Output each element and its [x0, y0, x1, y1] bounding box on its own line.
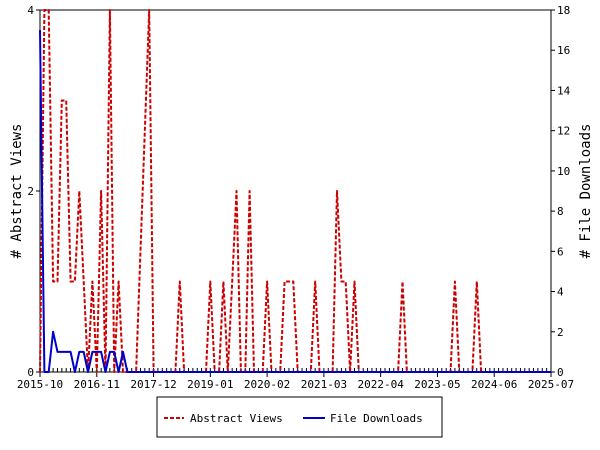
right-y-tick-label: 10 — [557, 165, 570, 178]
x-tick-label: 2023-05 — [414, 378, 460, 391]
x-tick-label: 2024-06 — [471, 378, 517, 391]
series-layer — [39, 9, 552, 373]
right-y-tick-label: 16 — [557, 44, 570, 57]
right-y-axis-title: # File Downloads — [578, 124, 594, 259]
series-line-abstract-views — [39, 9, 551, 373]
x-tick-label: 2021-03 — [301, 378, 347, 391]
right-y-tick-label: 18 — [557, 4, 570, 17]
right-y-tick-label: 14 — [557, 84, 571, 97]
x-axis: 2015-10 2016-11 2017-12 2019-01 2020-02 2021-… — [17, 368, 574, 391]
right-y-tick-label: 0 — [557, 366, 564, 379]
legend: Abstract Views File Downloads — [156, 396, 443, 438]
x-tick-label: 2025-07 — [528, 378, 574, 391]
legend-box — [156, 396, 443, 438]
left-y-axis: 0 2 4 — [27, 4, 40, 379]
right-y-tick-label: 2 — [557, 326, 564, 339]
x-tick-label: 2019-01 — [187, 378, 233, 391]
left-y-tick-label: 2 — [27, 185, 34, 198]
x-tick-label: 2022-04 — [357, 378, 404, 391]
right-y-tick-label: 8 — [557, 205, 564, 218]
x-tick-label: 2016-11 — [74, 378, 120, 391]
left-y-tick-label: 0 — [27, 366, 34, 379]
right-y-axis: 0 2 4 6 8 10 12 14 16 18 — [551, 4, 571, 379]
right-y-tick-label: 12 — [557, 125, 570, 138]
legend-label-abstract-views: Abstract Views — [190, 412, 283, 425]
right-y-tick-label: 4 — [557, 286, 564, 299]
legend-label-file-downloads: File Downloads — [330, 412, 423, 425]
series-line-file-downloads — [39, 30, 551, 373]
x-tick-label: 2015-10 — [17, 378, 63, 391]
left-y-tick-label: 4 — [27, 4, 34, 17]
x-tick-label: 2017-12 — [130, 378, 176, 391]
right-y-tick-label: 6 — [557, 245, 564, 258]
left-y-axis-title: # Abstract Views — [9, 124, 25, 259]
x-tick-label: 2020-02 — [244, 378, 290, 391]
